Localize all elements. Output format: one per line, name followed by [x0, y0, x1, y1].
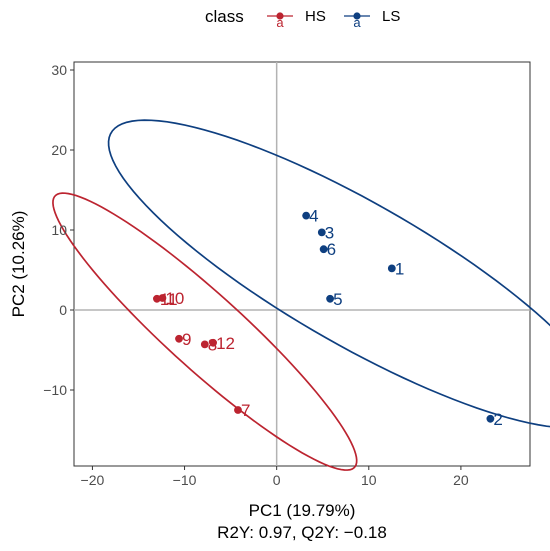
- zero-lines: [74, 62, 530, 466]
- legend-key-ls: a: [344, 12, 370, 30]
- point-hs-9: [175, 334, 183, 343]
- legend-label-ls: LS: [382, 8, 400, 25]
- x-axis-title: PC1 (19.79%): [249, 501, 356, 520]
- x-tick-label: 20: [453, 472, 469, 488]
- x-axis-subtitle: R2Y: 0.97, Q2Y: −0.18: [217, 523, 387, 542]
- x-tick-label: −20: [81, 472, 105, 488]
- point-hs-8: [200, 340, 209, 349]
- point-ls-4: [302, 211, 311, 220]
- point-ls-1: [387, 264, 396, 273]
- ellipse-hs: [52, 192, 358, 471]
- y-axis: −10 0 10 20 30: [43, 62, 74, 398]
- point-ls-3: [317, 228, 326, 237]
- point-label-9: 9: [182, 330, 191, 349]
- legend-key-ls-glyph: a: [353, 15, 361, 30]
- point-label-12: 12: [216, 334, 235, 353]
- y-tick-label: −10: [43, 382, 67, 398]
- y-tick-label: 10: [51, 222, 67, 238]
- legend-title: class: [205, 7, 244, 26]
- plot-panel: [73, 61, 531, 467]
- point-ls-6: [319, 245, 328, 254]
- point-ls-5: [326, 294, 334, 303]
- legend-label-hs: HS: [305, 8, 326, 25]
- legend-key-hs-point: [276, 12, 284, 20]
- data-points: [153, 211, 495, 423]
- x-tick-label: 10: [361, 472, 377, 488]
- point-hs-11: [153, 294, 161, 303]
- x-tick-label: −10: [173, 472, 197, 488]
- legend-key-hs: a: [267, 12, 293, 30]
- y-tick-label: 0: [59, 302, 67, 318]
- y-axis-title: PC2 (10.26%): [9, 211, 28, 318]
- point-ls-2: [486, 414, 495, 423]
- point-label-3: 3: [325, 223, 334, 242]
- y-tick-label: 30: [51, 62, 67, 78]
- point-label-4: 4: [309, 207, 318, 226]
- point-hs-12: [209, 338, 218, 347]
- legend-key-ls-point: [353, 12, 361, 20]
- confidence-ellipses: [52, 119, 550, 471]
- point-label-1: 1: [395, 259, 404, 278]
- point-label-11: 11: [160, 290, 178, 309]
- point-label-10: 10: [165, 289, 184, 308]
- x-axis: −20 −10 0 10 20: [81, 466, 469, 488]
- point-label-7: 7: [241, 401, 250, 420]
- legend-key-hs-glyph: a: [276, 15, 284, 30]
- point-label-8: 8: [208, 335, 217, 354]
- point-hs-7: [234, 406, 242, 414]
- ellipse-ls: [107, 119, 550, 428]
- legend: class a HS a LS: [205, 7, 400, 30]
- x-tick-label: 0: [273, 472, 281, 488]
- point-label-6: 6: [327, 240, 336, 259]
- point-label-5: 5: [333, 290, 342, 309]
- point-label-2: 2: [493, 410, 502, 429]
- y-tick-label: 20: [51, 142, 67, 158]
